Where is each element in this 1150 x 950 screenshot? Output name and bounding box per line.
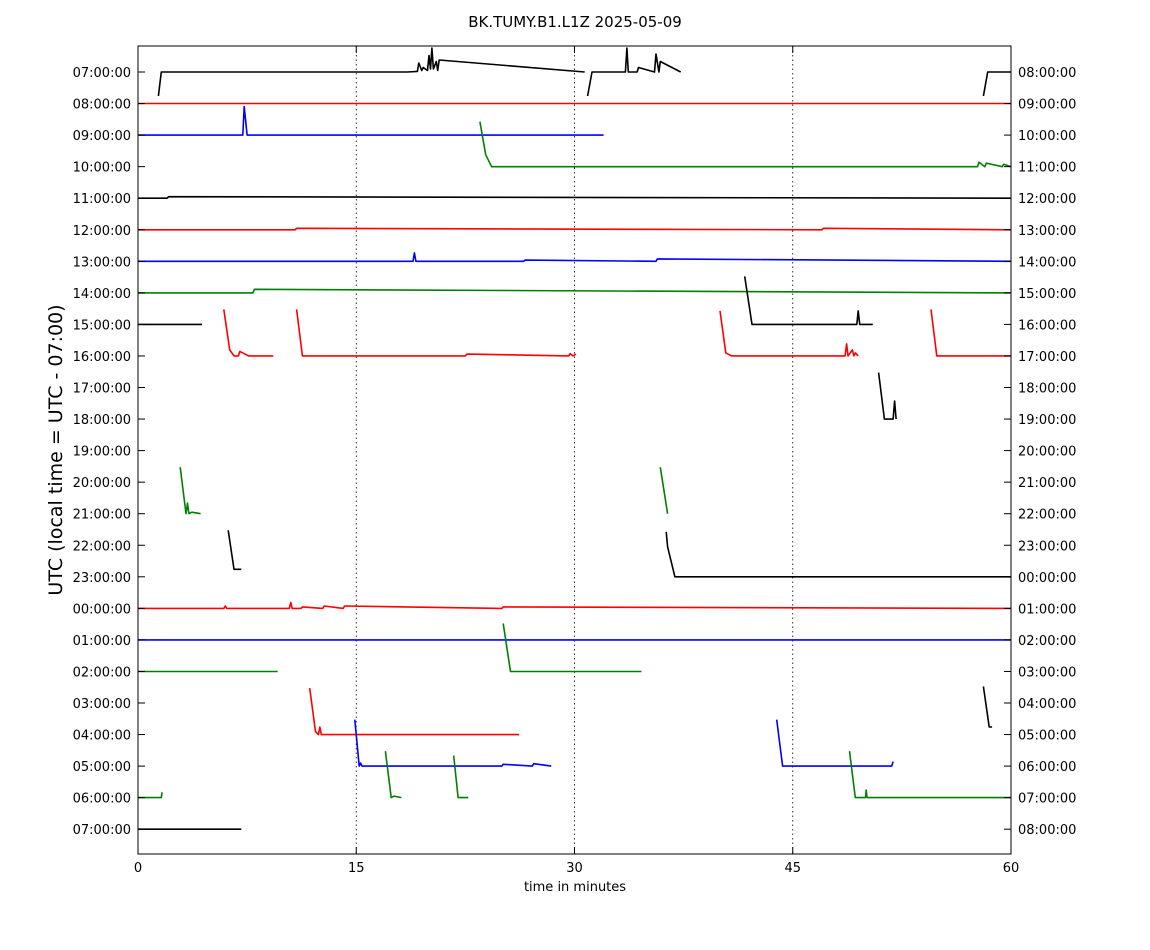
y-tick-label-left: 09:00:00 — [73, 129, 131, 144]
y-tick-label-left: 07:00:00 — [73, 823, 131, 838]
trace-segment — [982, 686, 993, 728]
y-tick-label-right: 19:00:00 — [1018, 413, 1076, 428]
y-tick-label-left: 01:00:00 — [73, 634, 131, 649]
y-tick-label-right: 01:00:00 — [1018, 602, 1076, 617]
y-tick-label-right: 23:00:00 — [1018, 539, 1076, 554]
y-tick-label-left: 14:00:00 — [73, 287, 131, 302]
y-tick-label-left: 16:00:00 — [73, 350, 131, 365]
trace-segment — [138, 288, 1012, 294]
x-tick-label: 45 — [784, 861, 801, 876]
y-axis-label: UTC (local time = UTC - 07:00) — [45, 304, 67, 595]
trace-segment — [227, 530, 242, 571]
y-tick-label-left: 15:00:00 — [73, 318, 131, 333]
trace-segment — [848, 751, 1011, 799]
y-tick-label-right: 02:00:00 — [1018, 634, 1076, 649]
trace-segment — [138, 227, 1012, 231]
y-tick-label-left: 23:00:00 — [73, 571, 131, 586]
y-tick-label-right: 17:00:00 — [1018, 350, 1076, 365]
trace-segment — [223, 309, 274, 357]
y-tick-label-left: 13:00:00 — [73, 255, 131, 270]
y-tick-label-left: 19:00:00 — [73, 445, 131, 460]
x-tick-label: 60 — [1003, 861, 1020, 876]
x-tick-label: 0 — [134, 861, 142, 876]
y-tick-label-left: 00:00:00 — [73, 602, 131, 617]
y-tick-label-left: 12:00:00 — [73, 224, 131, 239]
y-tick-label-left: 08:00:00 — [73, 98, 131, 113]
x-axis-label: time in minutes — [524, 880, 626, 895]
y-tick-label-left: 18:00:00 — [73, 413, 131, 428]
trace-segment — [502, 623, 642, 673]
y-tick-label-left: 22:00:00 — [73, 539, 131, 554]
trace-segment — [930, 309, 1011, 357]
trace-segment — [719, 310, 859, 357]
trace-segment — [157, 47, 585, 97]
trace-segment — [138, 195, 1012, 199]
right-axis: 08:00:00 09:00:00 10:00:00 11:00:00 12:00:00… — [1004, 66, 1076, 838]
left-axis: 07:00:00 08:00:00 09:00:00 10:00:00 11:00:00… — [73, 66, 145, 838]
y-tick-label-left: 17:00:00 — [73, 382, 131, 397]
y-tick-label-right: 18:00:00 — [1018, 382, 1076, 397]
trace-segment — [308, 687, 520, 736]
chart-title: BK.TUMY.B1.L1Z 2025-05-09 — [468, 13, 682, 31]
y-tick-label-left: 04:00:00 — [73, 729, 131, 744]
y-tick-label-left: 03:00:00 — [73, 697, 131, 712]
y-tick-label-left: 11:00:00 — [73, 192, 131, 207]
y-tick-label-right: 12:00:00 — [1018, 192, 1076, 207]
y-tick-label-right: 13:00:00 — [1018, 224, 1076, 239]
y-tick-label-right: 03:00:00 — [1018, 665, 1076, 680]
y-tick-label-right: 15:00:00 — [1018, 287, 1076, 302]
trace-segment — [295, 309, 577, 357]
y-tick-label-left: 06:00:00 — [73, 792, 131, 807]
trace-segment — [479, 121, 1012, 168]
x-tick-label: 15 — [348, 861, 365, 876]
trace-segment — [743, 276, 873, 326]
trace-segment — [384, 751, 402, 799]
y-tick-label-left: 05:00:00 — [73, 760, 131, 775]
y-tick-label-right: 08:00:00 — [1018, 823, 1076, 838]
trace-segment — [877, 372, 897, 420]
trace-segment — [138, 105, 604, 136]
y-tick-label-right: 00:00:00 — [1018, 571, 1076, 586]
trace-segment — [179, 467, 201, 515]
y-tick-label-right: 04:00:00 — [1018, 697, 1076, 712]
y-tick-label-left: 02:00:00 — [73, 665, 131, 680]
trace-segment — [586, 47, 682, 97]
y-tick-label-right: 08:00:00 — [1018, 66, 1076, 81]
x-axis: 0 15 30 45 60 — [134, 46, 1019, 876]
y-tick-label-right: 21:00:00 — [1018, 476, 1076, 491]
trace-segment — [982, 71, 1011, 97]
y-tick-label-right: 06:00:00 — [1018, 760, 1076, 775]
trace-segment — [138, 252, 1012, 263]
y-tick-label-right: 10:00:00 — [1018, 129, 1076, 144]
y-tick-label-right: 14:00:00 — [1018, 255, 1076, 270]
y-tick-label-left: 20:00:00 — [73, 476, 131, 491]
trace-segment — [665, 531, 1011, 578]
x-tick-label: 30 — [566, 861, 583, 876]
y-tick-label-left: 07:00:00 — [73, 66, 131, 81]
trace-segment — [354, 719, 552, 767]
trace-segment — [775, 719, 894, 767]
y-tick-label-left: 21:00:00 — [73, 508, 131, 523]
y-tick-label-left: 10:00:00 — [73, 161, 131, 176]
y-tick-label-right: 05:00:00 — [1018, 729, 1076, 744]
trace-segment — [138, 792, 163, 799]
y-tick-label-right: 16:00:00 — [1018, 318, 1076, 333]
y-tick-label-right: 20:00:00 — [1018, 445, 1076, 460]
y-tick-label-right: 09:00:00 — [1018, 98, 1076, 113]
trace-segment — [659, 467, 669, 514]
y-tick-label-right: 22:00:00 — [1018, 508, 1076, 523]
trace-segment — [138, 601, 1012, 610]
y-tick-label-right: 07:00:00 — [1018, 792, 1076, 807]
plot-series — [138, 47, 1012, 831]
trace-segment — [452, 755, 469, 799]
y-tick-label-right: 11:00:00 — [1018, 161, 1076, 176]
